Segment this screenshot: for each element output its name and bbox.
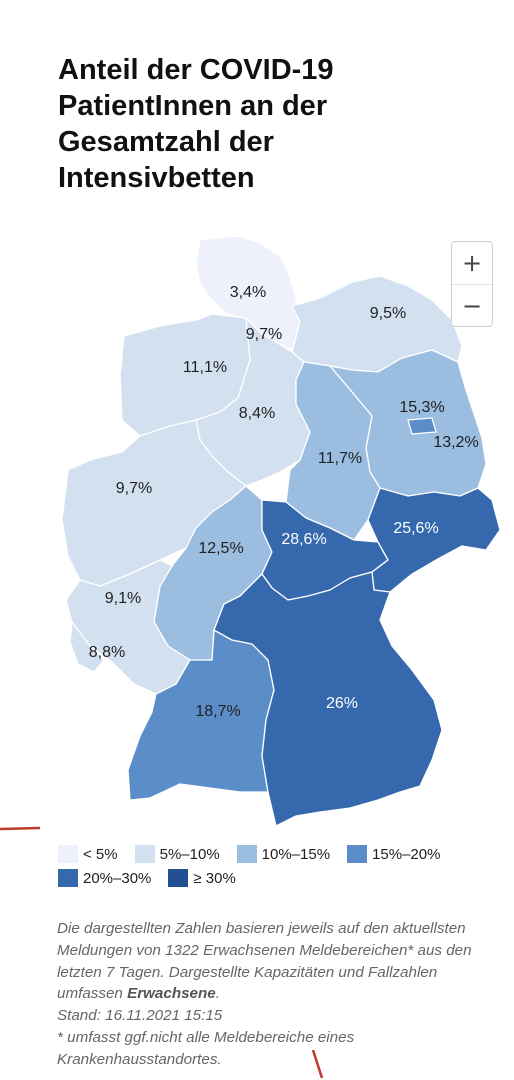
zoom-control: + − <box>451 241 493 327</box>
red-line-mark <box>311 1050 324 1079</box>
legend-item: 15%–20% <box>347 845 440 863</box>
legend-item: 5%–10% <box>134 845 220 863</box>
legend-swatch <box>236 845 257 863</box>
region-niedersachsen[interactable] <box>195 317 311 487</box>
region-value-label: 12,5% <box>198 540 243 557</box>
region-value-label: 9,7% <box>246 326 282 343</box>
legend-label: 5%–10% <box>159 845 220 863</box>
region-value-label: 9,5% <box>370 305 406 322</box>
legend-label: 15%–20% <box>372 845 441 863</box>
region-value-label: 9,1% <box>105 590 141 607</box>
region-schleswig-holstein[interactable] <box>195 235 301 351</box>
title-line: Anteil der COVID-19 <box>58 54 334 86</box>
region-value-label: 18,7% <box>195 703 240 720</box>
title-line: Intensivbetten <box>58 162 255 194</box>
map-title: Anteil der COVID-19 PatientInnen an der … <box>58 52 478 196</box>
legend-item: ≥ 30% <box>168 869 236 887</box>
legend: < 5% 5%–10% 10%–15% 15%–20% 20%–30% ≥ 30… <box>58 842 498 890</box>
legend-swatch <box>58 845 78 863</box>
legend-swatch <box>168 869 189 887</box>
region-sachsen[interactable] <box>367 487 501 593</box>
region-bayern[interactable] <box>213 571 443 827</box>
red-line-mark <box>0 826 40 831</box>
region-value-label: 9,7% <box>116 480 152 497</box>
region-value-label: 15,3% <box>399 399 444 416</box>
map-svg[interactable]: 3,4% 9,7% 9,5% 11,1% 8,4% 15,3% 13,2% 11,7% 9,7%… <box>0 220 514 840</box>
legend-row: 20%–30% ≥ 30% <box>58 866 498 890</box>
legend-label: < 5% <box>83 845 118 863</box>
region-value-label: 3,4% <box>230 284 266 301</box>
region-value-label: 13,2% <box>433 434 478 451</box>
legend-label: ≥ 30% <box>193 869 236 887</box>
notes-stand: Stand: 16.11.2021 15:15 <box>57 1007 223 1025</box>
source-notes: Die dargestellten Zahlen basieren jeweil… <box>57 918 502 1071</box>
legend-label: 20%–30% <box>83 869 152 887</box>
legend-row: < 5% 5%–10% 10%–15% 15%–20% <box>58 842 498 866</box>
notes-period: . <box>215 985 220 1003</box>
notes-text: Die dargestellten Zahlen basieren jeweil… <box>57 920 472 1003</box>
title-line: PatientInnen an der <box>58 90 328 122</box>
region-berlin[interactable] <box>407 417 437 435</box>
zoom-out-button[interactable]: − <box>461 292 483 320</box>
legend-item: 10%–15% <box>236 845 331 863</box>
legend-swatch <box>58 869 78 887</box>
legend-swatch <box>347 845 368 863</box>
region-value-label: 26% <box>326 695 358 712</box>
region-saarland[interactable] <box>69 621 105 673</box>
zoom-divider <box>452 284 492 285</box>
notes-footnote: * umfasst ggf.nicht alle Meldebereiche e… <box>57 1028 355 1068</box>
region-value-label: 11,7% <box>318 450 362 467</box>
region-value-label: 8,8% <box>89 644 125 661</box>
legend-label: 10%–15% <box>261 845 331 863</box>
germany-map[interactable]: 3,4% 9,7% 9,5% 11,1% 8,4% 15,3% 13,2% 11,7% 9,7%… <box>0 220 514 840</box>
legend-item: 20%–30% <box>58 869 151 887</box>
legend-item: < 5% <box>58 845 118 863</box>
region-value-label: 11,1% <box>183 359 227 376</box>
region-value-label: 25,6% <box>393 520 438 537</box>
title-line: Gesamtzahl der <box>58 126 274 158</box>
notes-bold: Erwachsene <box>127 985 216 1003</box>
region-value-label: 28,6% <box>281 531 326 548</box>
region-value-label: 8,4% <box>239 405 275 422</box>
zoom-in-button[interactable]: + <box>461 249 483 277</box>
legend-swatch <box>134 845 155 863</box>
